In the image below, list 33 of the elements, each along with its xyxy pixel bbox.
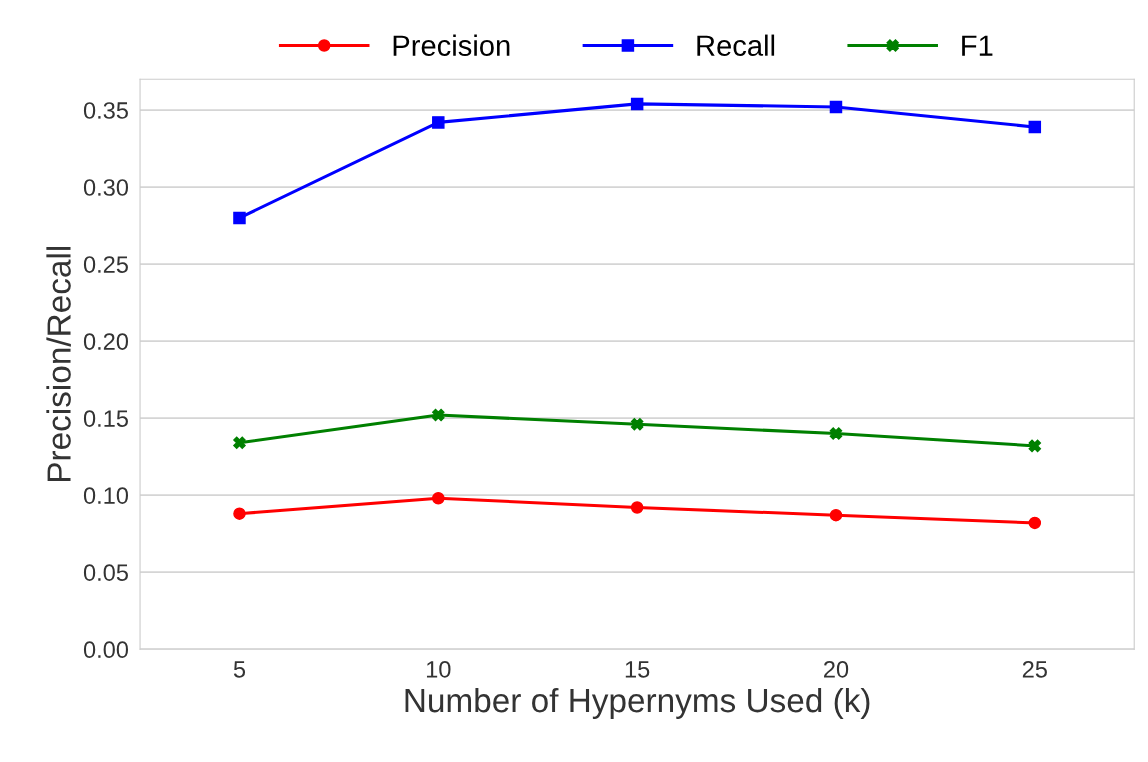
point bbox=[829, 508, 843, 522]
point bbox=[432, 116, 445, 129]
point bbox=[630, 418, 644, 431]
point bbox=[630, 501, 644, 514]
y-tick-label: 0.15 bbox=[83, 410, 128, 427]
point bbox=[1028, 439, 1042, 453]
y-tick-label: 0.20 bbox=[83, 333, 129, 350]
point bbox=[1028, 120, 1042, 134]
point bbox=[1028, 516, 1042, 530]
point bbox=[233, 507, 246, 520]
x-tick-label: 15 bbox=[625, 661, 650, 678]
x-tick-label: 25 bbox=[1022, 660, 1047, 678]
legend-label: Precision bbox=[393, 34, 510, 56]
point bbox=[432, 408, 445, 422]
y-tick-label: 0.10 bbox=[83, 487, 129, 504]
y-tick-label: 0.25 bbox=[83, 256, 128, 273]
point bbox=[829, 427, 843, 440]
x-tick-label: 5 bbox=[233, 661, 246, 678]
legend-label: F1 bbox=[962, 35, 993, 56]
y-tick-label: 0.35 bbox=[83, 102, 128, 119]
point bbox=[432, 492, 445, 505]
legend-label: Recall bbox=[697, 34, 775, 56]
point bbox=[630, 97, 644, 111]
point bbox=[829, 100, 843, 114]
point bbox=[233, 211, 246, 225]
x-axis-title: Number of Hypernyms Used (k) bbox=[405, 687, 870, 719]
y-axis-title: Precision/Recall bbox=[46, 246, 71, 481]
y-tick-label: 0.00 bbox=[83, 641, 129, 659]
point bbox=[233, 436, 246, 450]
y-tick-label: 0.30 bbox=[83, 179, 129, 196]
x-tick-label: 20 bbox=[824, 660, 849, 678]
x-tick-label: 10 bbox=[426, 660, 451, 678]
y-tick-label: 0.05 bbox=[83, 564, 128, 581]
